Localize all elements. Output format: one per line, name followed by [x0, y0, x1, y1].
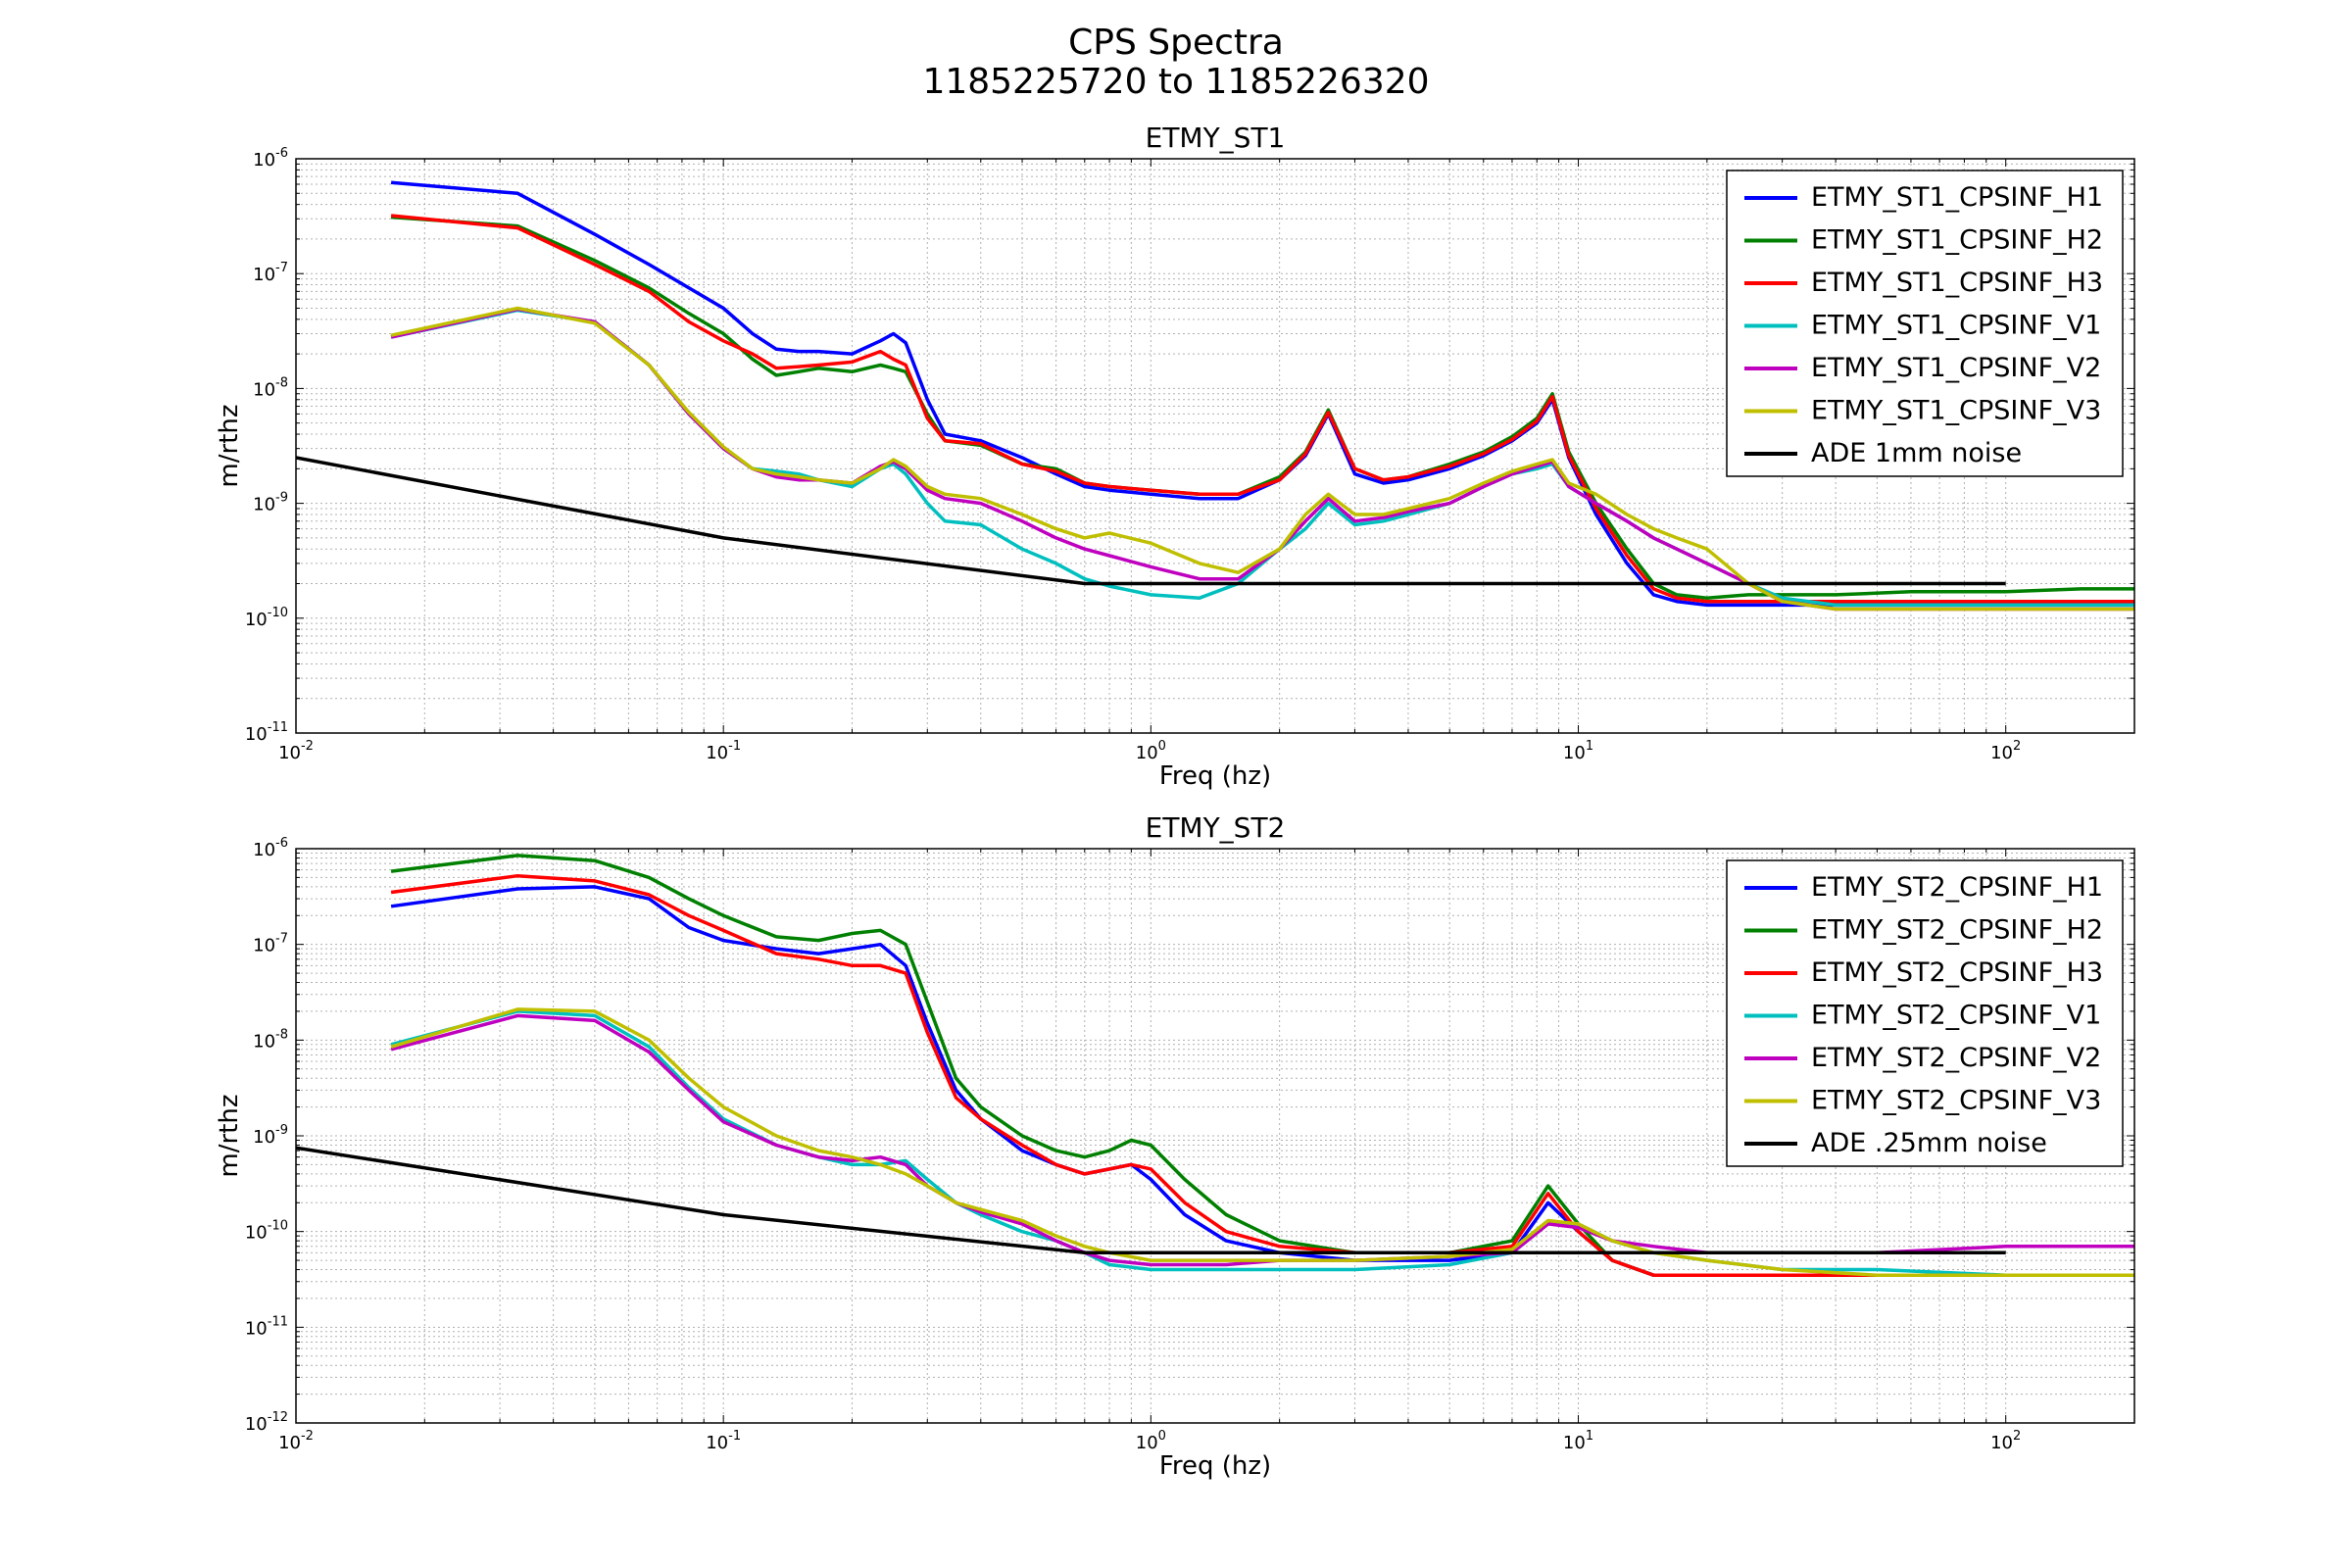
x-tick-label: 102: [1990, 739, 2021, 763]
legend-label: ETMY_ST2_CPSINF_V3: [1811, 1086, 2101, 1116]
series-line-ETMY_ST2_CPSINF_H3: [390, 873, 2134, 1277]
legend-label: ETMY_ST2_CPSINF_V1: [1811, 1001, 2101, 1031]
series-line-ETMY_ST1_CPSINF_V3: [390, 306, 2134, 612]
x-tick-label: 100: [1136, 739, 1166, 763]
y-tick-label: 10-12: [245, 1410, 288, 1435]
series-line-ETMY_ST2_CPSINF_V3: [390, 1007, 2134, 1277]
series-line-ETMY_ST1_CPSINF_H1: [390, 180, 2134, 608]
y-tick-label: 10-10: [245, 1219, 288, 1244]
figure-subtitle: 1185225720 to 1185226320: [922, 62, 1430, 102]
x-tick-label: 101: [1563, 1429, 1593, 1453]
series-lines: [296, 854, 2134, 1277]
y-tick-label: 10-7: [253, 932, 288, 956]
legend: ETMY_ST2_CPSINF_H1 ETMY_ST2_CPSINF_H2 ETMY…: [1726, 859, 2124, 1167]
legend-label: ADE .25mm noise: [1811, 1128, 2047, 1158]
legend: ETMY_ST1_CPSINF_H1 ETMY_ST1_CPSINF_H2 ETMY…: [1726, 170, 2124, 477]
legend-label: ETMY_ST2_CPSINF_H1: [1811, 872, 2103, 903]
series-line-ADE .25mm noise: [296, 1146, 2006, 1255]
series-line-ETMY_ST1_CPSINF_H3: [390, 214, 2134, 604]
legend-label: ETMY_ST1_CPSINF_V2: [1811, 353, 2101, 383]
x-tick-label: 100: [1136, 1429, 1166, 1453]
legend-label: ADE 1mm noise: [1811, 438, 2022, 468]
x-tick-label: 101: [1563, 739, 1593, 763]
y-axis-label: m/rthz: [215, 404, 244, 487]
y-tick-label: 10-9: [253, 1123, 288, 1148]
legend-label: ETMY_ST1_CPSINF_H2: [1811, 225, 2103, 256]
y-tick-label: 10-6: [253, 146, 288, 171]
plot-frame: [295, 848, 2135, 1424]
legend-box: [1726, 170, 2124, 477]
legend-label: ETMY_ST2_CPSINF_V2: [1811, 1043, 2101, 1073]
chart-title: ETMY_ST2: [1146, 811, 1286, 844]
legend-label: ETMY_ST2_CPSINF_H3: [1811, 957, 2103, 988]
series-lines: [296, 180, 2134, 612]
x-tick-label: 10-2: [278, 739, 314, 763]
legend-label: ETMY_ST1_CPSINF_V1: [1811, 311, 2101, 341]
x-axis-label: Freq (hz): [1159, 1451, 1271, 1481]
x-axis-label: Freq (hz): [1159, 761, 1271, 791]
chart-title: ETMY_ST1: [1146, 122, 1286, 154]
plot-frame: [295, 158, 2135, 734]
legend-label: ETMY_ST1_CPSINF_H3: [1811, 268, 2103, 298]
x-tick-label: 10-2: [278, 1429, 314, 1453]
y-tick-label: 10-11: [245, 720, 288, 745]
series-line-ADE 1mm noise: [296, 456, 2006, 586]
legend-label: ETMY_ST2_CPSINF_H2: [1811, 915, 2103, 946]
y-tick-label: 10-11: [245, 1314, 288, 1339]
y-tick-label: 10-10: [245, 606, 288, 630]
series-line-ETMY_ST1_CPSINF_V2: [390, 307, 2134, 612]
y-tick-label: 10-6: [253, 836, 288, 860]
chart-panel-1: 10-2 10-1 100 101 102 10-11 10-10 10-9 10-8 10-7 1…: [215, 122, 2135, 791]
y-tick-label: 10-7: [253, 261, 288, 285]
chart-panel-2: 10-2 10-1 100 101 102 10-12 10-11 10-10 10-9 10-8…: [215, 811, 2135, 1481]
y-tick-label: 10-8: [253, 1027, 288, 1052]
figure-title: CPS Spectra: [1068, 23, 1284, 63]
x-tick-label: 10-1: [706, 739, 741, 763]
x-tick-label: 10-1: [706, 1429, 741, 1453]
legend-label: ETMY_ST1_CPSINF_H1: [1811, 182, 2103, 213]
x-tick-label: 102: [1990, 1429, 2021, 1453]
y-tick-label: 10-9: [253, 491, 288, 515]
legend-label: ETMY_ST1_CPSINF_V3: [1811, 396, 2101, 426]
legend-box: [1726, 859, 2124, 1167]
y-axis-label: m/rthz: [215, 1094, 244, 1177]
y-tick-label: 10-8: [253, 375, 288, 400]
